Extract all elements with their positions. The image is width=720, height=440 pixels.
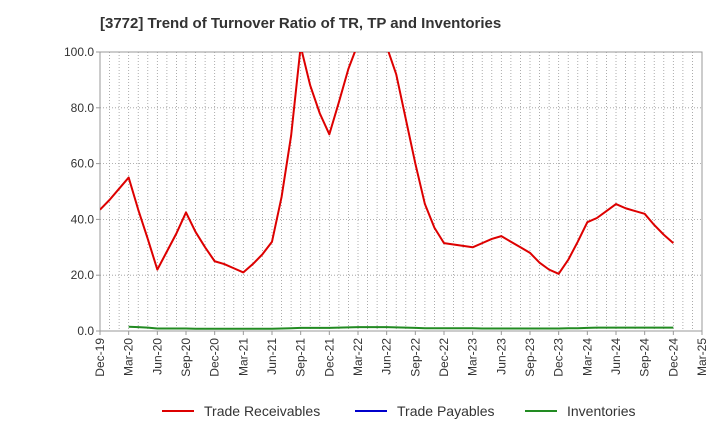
chart-title: [3772] Trend of Turnover Ratio of TR, TP… <box>100 15 502 32</box>
x-tick-label: Mar-25 <box>695 338 709 376</box>
x-tick-label: Mar-20 <box>122 338 136 376</box>
y-tick-label: 20.0 <box>71 268 95 282</box>
x-tick-label: Mar-23 <box>466 338 480 376</box>
x-tick-label: Sep-22 <box>408 338 422 377</box>
y-tick-label: 40.0 <box>71 212 95 226</box>
x-tick-label: Mar-24 <box>580 338 594 376</box>
x-tick-label: Dec-20 <box>208 338 222 377</box>
x-tick-label: Dec-22 <box>437 338 451 377</box>
x-tick-label: Jun-22 <box>380 338 394 375</box>
x-tick-label: Jun-23 <box>494 338 508 375</box>
x-tick-label: Sep-24 <box>638 338 652 377</box>
legend-label: Trade Payables <box>397 403 495 419</box>
legend-label: Trade Receivables <box>204 403 320 419</box>
legend-label: Inventories <box>567 403 635 419</box>
y-tick-label: 100.0 <box>64 45 94 59</box>
y-tick-label: 0.0 <box>77 324 94 338</box>
x-tick-label: Jun-24 <box>609 338 623 375</box>
x-tick-label: Jun-20 <box>150 338 164 375</box>
x-tick-label: Sep-21 <box>294 338 308 377</box>
x-tick-label: Sep-20 <box>179 338 193 377</box>
series-line-inventories <box>128 325 674 330</box>
x-tick-label: Mar-22 <box>351 338 365 376</box>
x-tick-label: Dec-24 <box>666 338 680 377</box>
x-tick-label: Sep-23 <box>523 338 537 377</box>
x-tick-label: Dec-19 <box>93 338 107 377</box>
x-tick-label: Dec-21 <box>322 338 336 377</box>
x-tick-label: Jun-21 <box>265 338 279 375</box>
y-tick-label: 60.0 <box>71 157 95 171</box>
x-tick-label: Dec-23 <box>552 338 566 377</box>
y-tick-label: 80.0 <box>71 101 95 115</box>
series-line-trade-receivables <box>100 52 674 275</box>
plot-frame <box>99 51 703 332</box>
x-tick-label: Mar-21 <box>236 338 250 376</box>
